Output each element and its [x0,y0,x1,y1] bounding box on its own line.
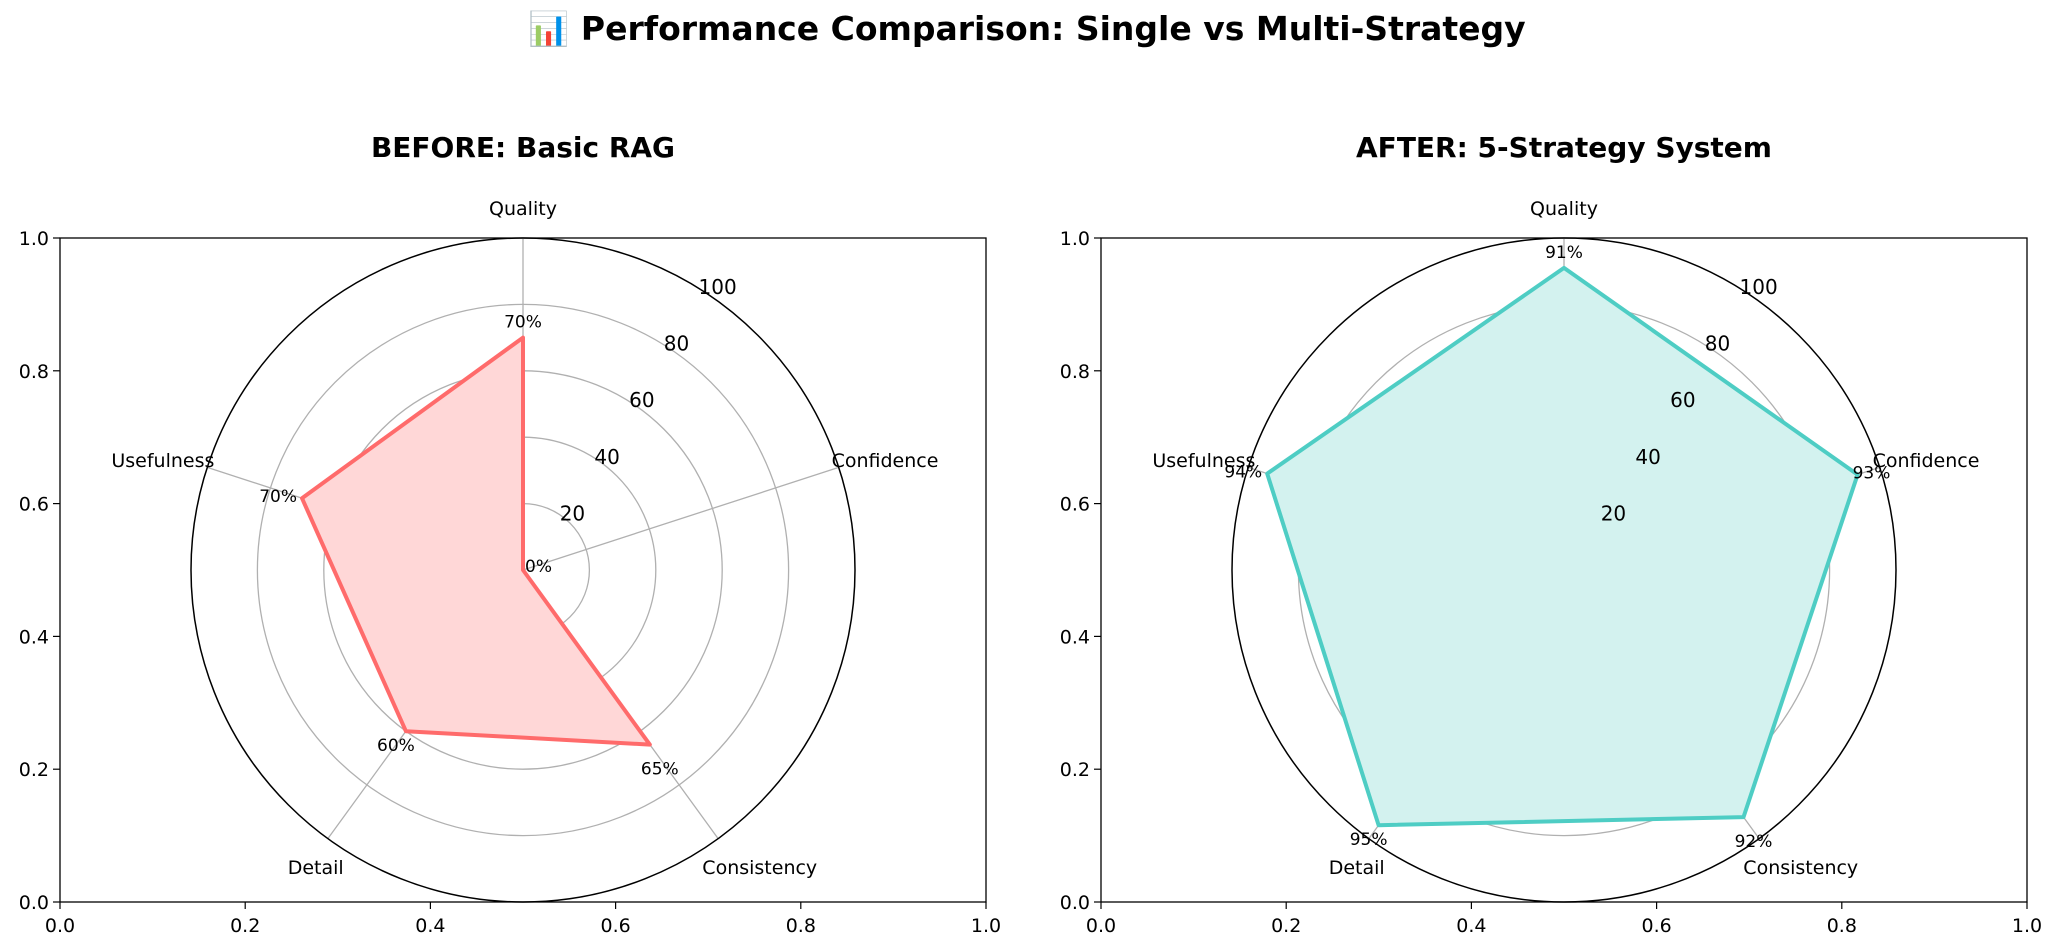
value-label-confidence: 93% [1853,464,1891,484]
y-tick-label: 0.8 [1060,361,1090,383]
category-label-usefulness: Usefulness [1152,450,1255,472]
radial-tick-label: 60 [1670,388,1695,412]
x-tick-label: 0.2 [230,915,260,937]
radial-tick-label: 40 [1635,445,1660,469]
value-label-confidence: 0% [525,557,552,577]
value-label-consistency: 65% [641,760,679,780]
category-label-detail: Detail [288,857,344,879]
series-line [300,335,652,747]
x-tick-label: 0.4 [415,915,445,937]
category-label-consistency: Consistency [1743,857,1858,879]
series-line [1265,265,1860,828]
x-tick-label: 0.6 [1641,915,1671,937]
category-label-confidence: Confidence [832,450,939,472]
y-tick-label: 0.2 [19,759,49,781]
figure-title: 📊 Performance Comparison: Single vs Mult… [528,9,1525,48]
y-tick-label: 1.0 [19,228,49,250]
category-label-quality: Quality [1530,198,1598,220]
value-label-detail: 60% [377,736,415,756]
y-tick-label: 0.4 [1060,626,1090,648]
value-label-usefulness: 94% [1224,463,1262,483]
category-label-detail: Detail [1329,857,1385,879]
panel-title: AFTER: 5-Strategy System [1356,131,1772,164]
radial-tick-label: 60 [629,388,654,412]
series-area [302,337,650,745]
y-tick-label: 0.6 [19,494,49,516]
category-label-confidence: Confidence [1873,450,1980,472]
value-label-usefulness: 70% [259,487,297,507]
x-tick-label: 0.2 [1271,915,1301,937]
radial-tick-label: 20 [560,501,585,525]
category-label-quality: Quality [489,198,557,220]
y-tick-label: 0.0 [19,892,49,914]
radial-tick-label: 100 [1740,275,1778,299]
x-tick-label: 0.0 [1086,915,1116,937]
x-tick-label: 0.8 [786,915,816,937]
category-label-usefulness: Usefulness [111,450,214,472]
radial-tick-label: 20 [1601,501,1626,525]
x-tick-label: 0.8 [1827,915,1857,937]
polar-outer-circle [190,237,856,903]
series-area [1267,267,1858,826]
x-tick-label: 0.4 [1456,915,1486,937]
x-tick-label: 1.0 [971,915,1001,937]
value-label-detail: 95% [1350,830,1388,850]
radial-tick-label: 40 [594,445,619,469]
radial-tick-label: 100 [699,275,737,299]
panel-title: BEFORE: Basic RAG [371,131,675,164]
y-tick-label: 0.6 [1060,494,1090,516]
radar-panel-2: 0.00.0 0.2 0.2 0.4 0.4 0.6 0.6 0.8 0.8 1.0 1.0 AFTE… [1060,131,2042,937]
radial-tick-label: 80 [1705,332,1730,356]
value-label-quality: 70% [504,313,542,333]
x-tick-label: 0.0 [45,915,75,937]
category-label-consistency: Consistency [702,857,817,879]
radar-panels: 0.00.00.20.20.40.40.60.60.80.81.01.0BEFO… [19,131,2042,937]
y-tick-label: 0.2 [1060,759,1090,781]
y-tick-label: 1.0 [1060,228,1090,250]
x-tick-label: 0.6 [600,915,630,937]
value-label-consistency: 92% [1735,832,1773,852]
x-tick-label: 1.0 [2012,915,2042,937]
y-tick-label: 0.8 [19,361,49,383]
value-label-quality: 91% [1545,243,1583,263]
radial-tick-label: 80 [664,332,689,356]
y-tick-label: 0.0 [1060,892,1090,914]
spoke-confidence [522,466,839,571]
y-tick-label: 0.4 [19,626,49,648]
radar-panel-1: 0.00.0 0.2 0.2 0.4 0.4 0.6 0.6 0.8 0.8 1.0 1.0 BEFO… [19,131,1001,937]
polar-outer-circle [1231,237,1897,903]
